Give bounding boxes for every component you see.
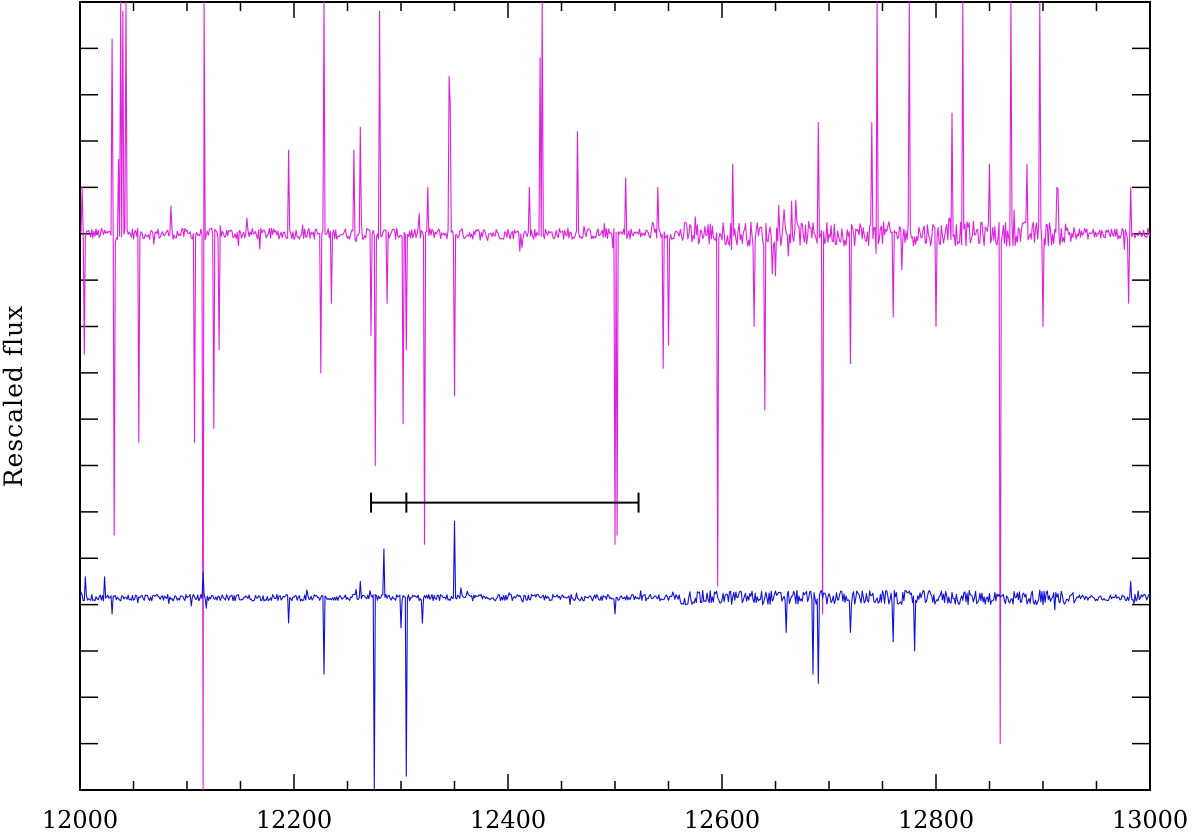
y-axis-label: Rescaled flux bbox=[0, 305, 28, 488]
x-tick-label: 12000 bbox=[42, 806, 118, 834]
x-tick-labels: 12000 12200 12400 12600 12800 13000 bbox=[42, 806, 1188, 834]
annotation-group bbox=[370, 492, 640, 513]
series-line-1 bbox=[79, 1, 1151, 791]
x-tick-label: 12200 bbox=[256, 806, 332, 834]
x-tick-label: 13000 bbox=[1112, 806, 1188, 834]
series-line-2 bbox=[79, 520, 1151, 791]
x-tick-label: 12400 bbox=[470, 806, 546, 834]
x-tick-label: 12800 bbox=[898, 806, 974, 834]
series-group bbox=[79, 1, 1151, 791]
axis-ticks bbox=[79, 2, 1151, 790]
x-tick-label: 12600 bbox=[684, 806, 760, 834]
